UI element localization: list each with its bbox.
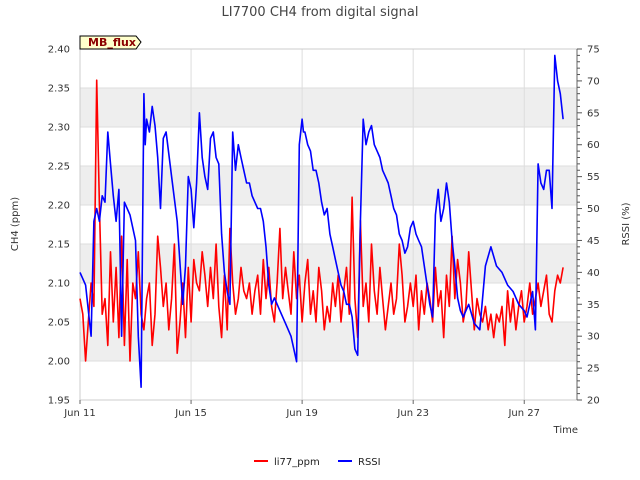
y-left-tick-label: 1.95	[48, 396, 70, 407]
legend-label-rssi: RSSI	[358, 457, 381, 468]
y-right-tick-label: 65	[587, 108, 600, 119]
y-right-tick-label: 40	[587, 268, 600, 279]
tag-box	[79, 35, 142, 50]
y-right-tick-label: 20	[587, 396, 600, 407]
mb-flux-tag: MB_flux	[79, 35, 142, 50]
y-left-tick-label: 2.05	[48, 318, 70, 329]
y-axis-right-label: RSSI (%)	[621, 202, 632, 245]
x-tick-label: Jun 15	[174, 408, 207, 419]
y-left-tick-label: 2.40	[48, 45, 70, 56]
y-right-tick-label: 55	[587, 172, 600, 183]
y-left-tick-label: 2.35	[48, 84, 70, 95]
y-right-tick-label: 70	[587, 76, 600, 87]
y-right-tick-label: 35	[587, 300, 600, 311]
tag-label: MB_flux	[88, 36, 136, 49]
y-axis-right: 20 25 30 35 40 45 50 55 60 65 70 75	[576, 45, 600, 407]
x-tick-label: Jun 23	[396, 408, 429, 419]
y-left-tick-label: 2.15	[48, 240, 70, 251]
y-left-tick-label: 2.20	[48, 201, 70, 212]
y-left-tick-label: 2.30	[48, 123, 70, 134]
y-axis-left-label: CH4 (ppm)	[10, 197, 21, 251]
y-right-tick-label: 30	[587, 332, 600, 343]
y-right-tick-label: 60	[587, 140, 600, 151]
x-axis-label: Time	[553, 425, 578, 436]
legend: li77_ppm RSSI	[254, 457, 381, 468]
x-tick-label: Jun 19	[285, 408, 318, 419]
grid-band	[80, 88, 577, 127]
series-line-li77-ppm	[79, 79, 564, 362]
y-right-tick-label: 75	[587, 45, 600, 56]
grid-band	[80, 166, 577, 205]
x-tick-label: Jun 11	[63, 408, 96, 419]
series-layer	[79, 54, 564, 389]
y-right-tick-label: 25	[587, 364, 600, 375]
y-axis-left: 1.95 2.00 2.05 2.10 2.15 2.20 2.25 2.30 2.35 2.40	[48, 45, 70, 407]
y-right-tick-label: 45	[587, 236, 600, 247]
y-left-tick-label: 2.10	[48, 279, 70, 290]
legend-label-li77-ppm: li77_ppm	[274, 457, 320, 468]
series-line-rssi	[79, 54, 564, 389]
y-right-tick-label: 50	[587, 204, 600, 215]
chart-title: LI7700 CH4 from digital signal	[222, 5, 419, 20]
y-left-tick-label: 2.00	[48, 357, 70, 368]
y-left-tick-label: 2.25	[48, 162, 70, 173]
x-axis: Jun 11 Jun 15 Jun 19 Jun 23 Jun 27	[63, 400, 540, 419]
x-tick-label: Jun 27	[507, 408, 540, 419]
grid-band	[80, 244, 577, 283]
